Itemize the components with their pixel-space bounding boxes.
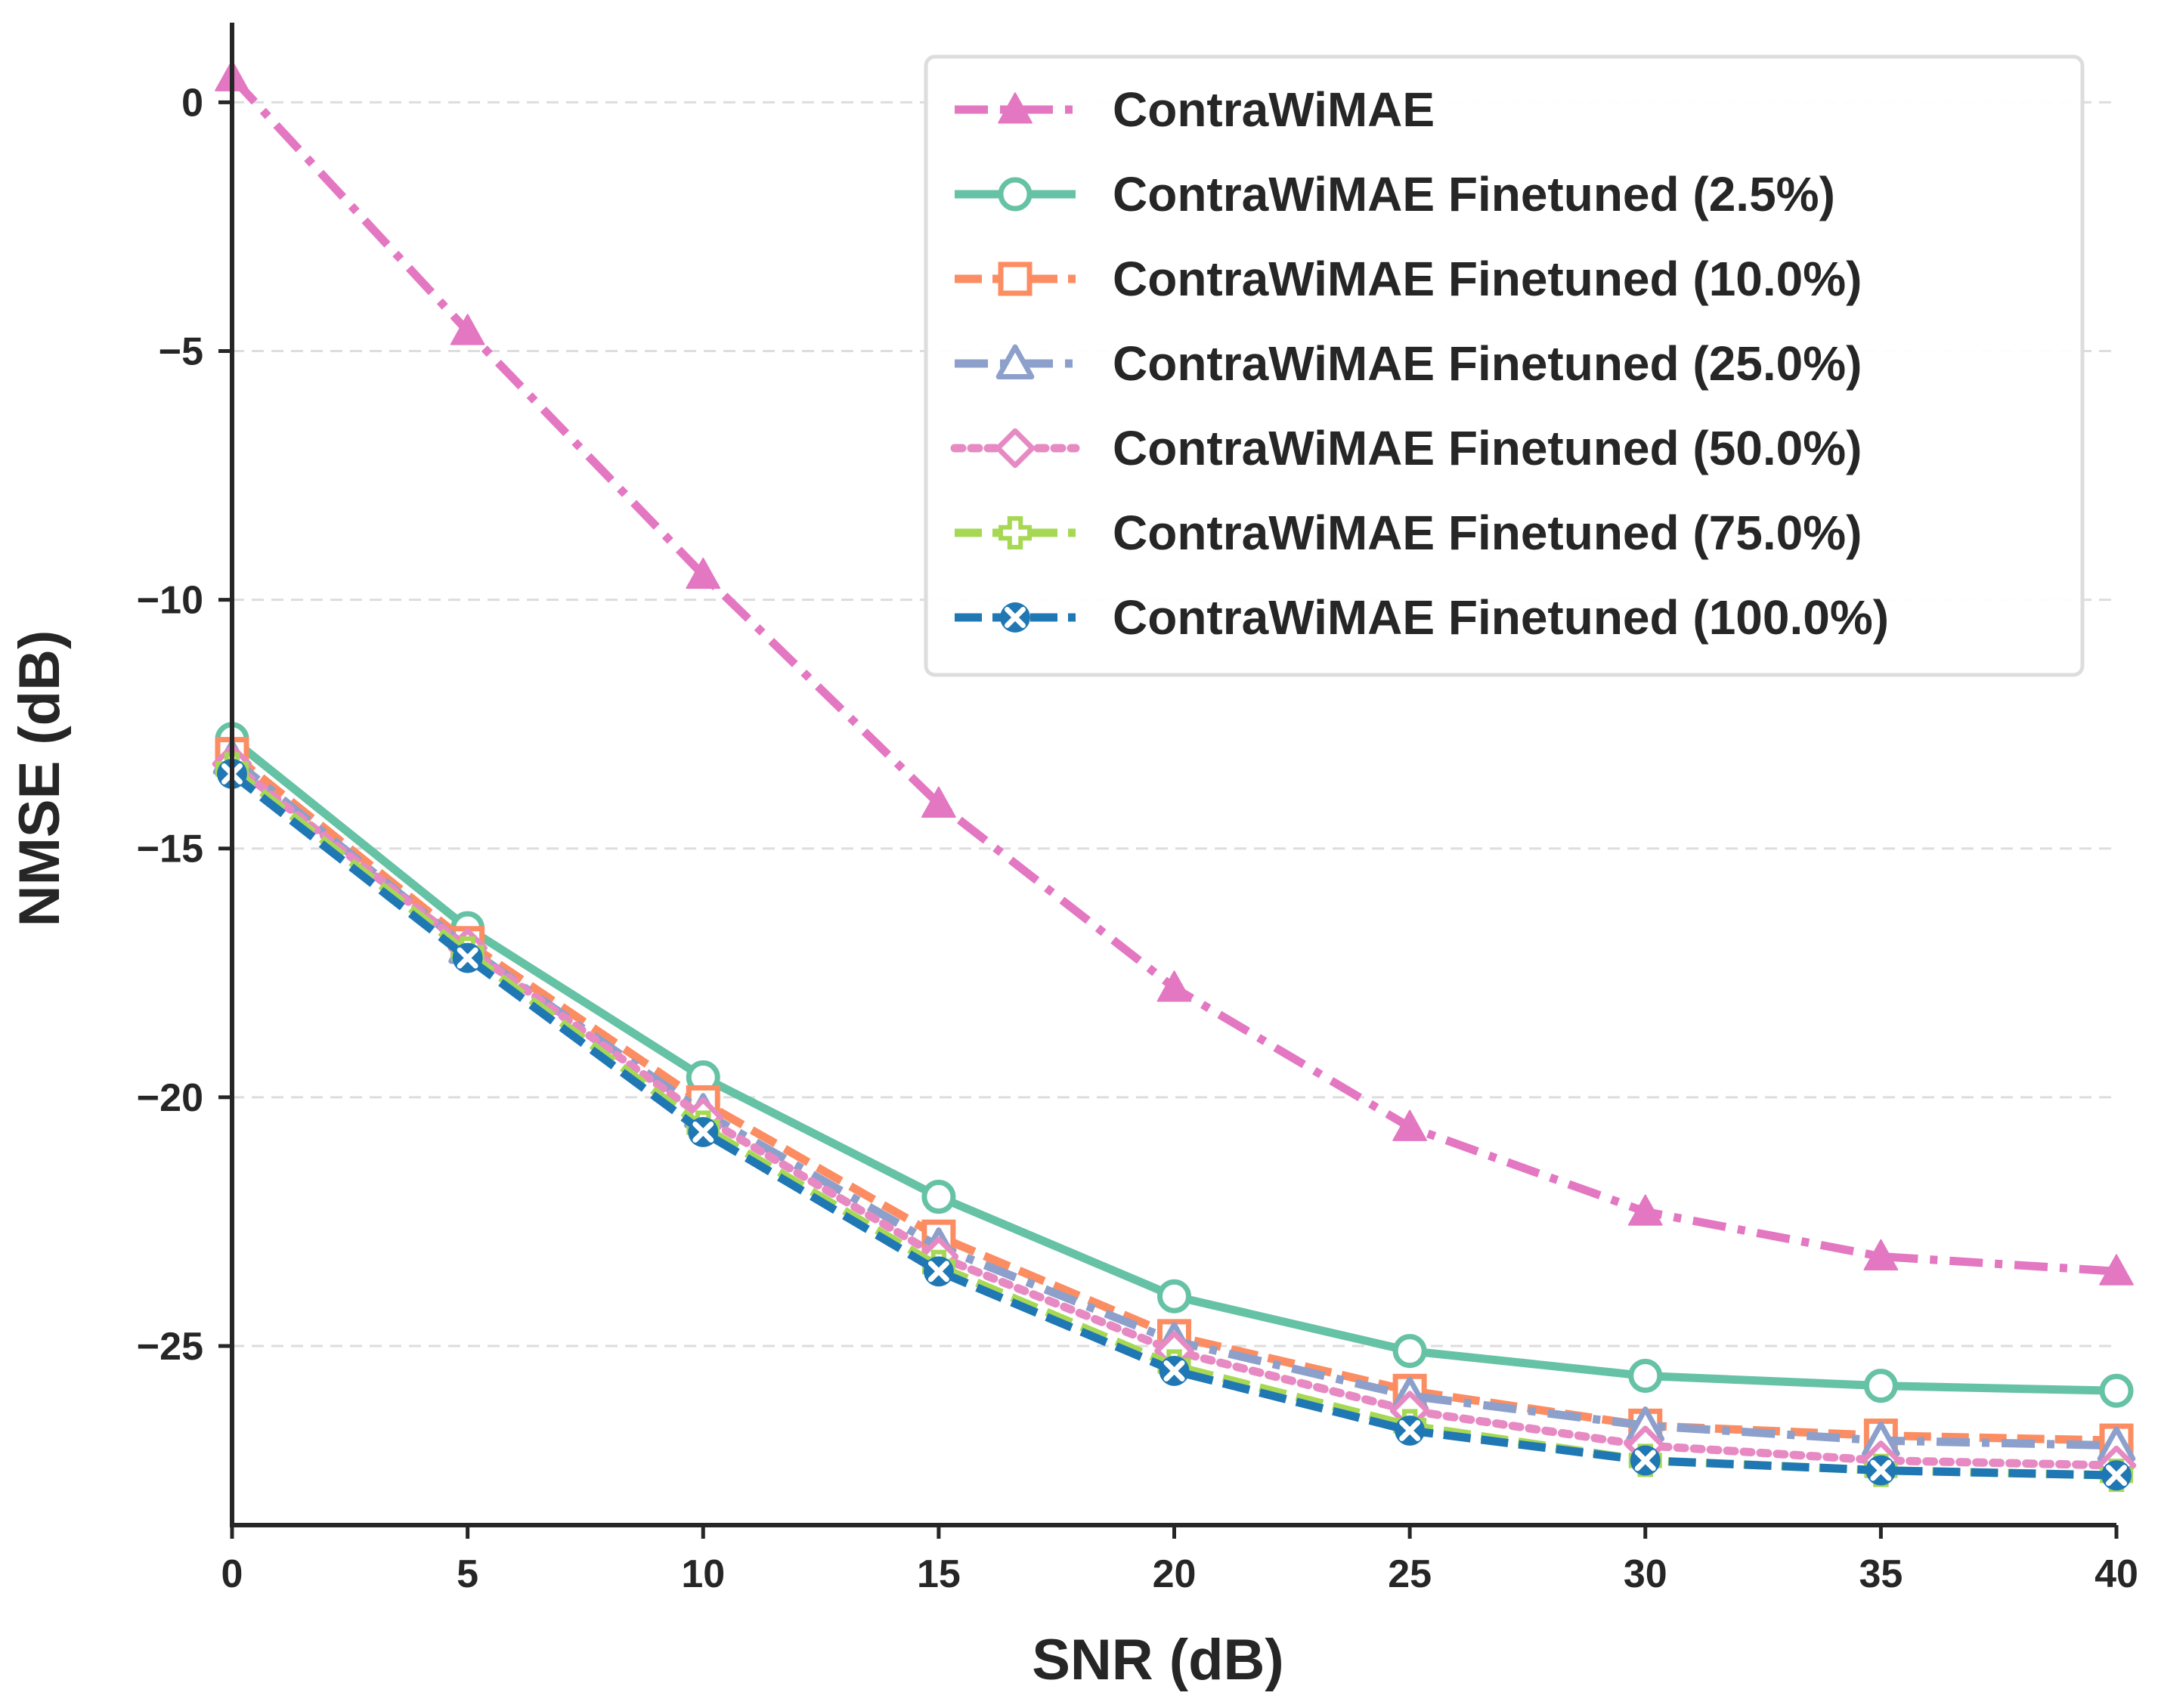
- legend-label-6: ContraWiMAE Finetuned (100.0%): [1113, 590, 1889, 645]
- legend-label-1: ContraWiMAE Finetuned (2.5%): [1113, 167, 1835, 221]
- series-1-point-6: [1628, 1359, 1663, 1394]
- series-0-point-7: [1863, 1239, 1899, 1271]
- legend-swatch-marker-6-cross-1: [1005, 607, 1026, 628]
- y-tick-label-5: −25: [137, 1325, 203, 1369]
- legend-swatch-marker-1: [998, 177, 1033, 212]
- series-6-point-4: [1159, 1355, 1190, 1386]
- x-tick-label-2: 10: [681, 1552, 725, 1596]
- x-tick-label-6: 30: [1624, 1552, 1667, 1596]
- y-tick-label-0: 0: [181, 81, 203, 125]
- series-0-point-1: [450, 314, 485, 345]
- series-6-point-5-cross-1: [1399, 1419, 1421, 1441]
- series-6-point-6: [1630, 1445, 1661, 1476]
- x-tick-label-1: 5: [457, 1552, 478, 1596]
- series-1-point-8: [2099, 1373, 2134, 1408]
- series-0-point-4: [1156, 970, 1192, 1002]
- legend-swatch-marker-4: [995, 428, 1036, 469]
- series-1-point-3: [921, 1180, 956, 1214]
- series-0-point-5: [1392, 1109, 1427, 1141]
- x-tick-label-3: 15: [917, 1552, 961, 1596]
- legend-frame: [924, 54, 2085, 677]
- series-6-point-8-cross-1: [2106, 1465, 2127, 1487]
- y-tick-label-3: −15: [137, 828, 203, 871]
- x-tick-label-8: 40: [2095, 1552, 2138, 1596]
- legend-swatch-marker-6: [1000, 602, 1030, 633]
- x-tick-label-0: 0: [221, 1552, 243, 1596]
- series-0-point-8: [2099, 1254, 2134, 1286]
- series-0: [215, 60, 2134, 1286]
- legend-entry-2: ContraWiMAE Finetuned (10.0%): [955, 252, 1862, 306]
- x-tick-label-7: 35: [1859, 1552, 1903, 1596]
- series-1-point-5: [1392, 1334, 1427, 1369]
- series-6-point-1: [452, 942, 483, 973]
- series-1-point-7: [1863, 1369, 1898, 1403]
- legend-swatch-marker-3: [995, 344, 1035, 379]
- legend-entry-5: ContraWiMAE Finetuned (75.0%): [955, 506, 1862, 560]
- legend: ContraWiMAE ContraWiMAE Finetuned (2.5%) C…: [924, 54, 2085, 677]
- series-6-point-8: [2101, 1460, 2132, 1491]
- series-0-point-3: [921, 786, 956, 818]
- y-tick-label-2: −10: [137, 579, 203, 623]
- tick-labels: 0 5 10 15 20 25 30 35 40 0 −5 −10 −15 −20 −25: [137, 81, 2138, 1596]
- legend-swatch-marker-0: [998, 92, 1033, 124]
- x-axis-label: SNR (dB): [1032, 1628, 1284, 1692]
- legend-entry-0: ContraWiMAE: [955, 82, 1435, 137]
- y-tick-label-1: −5: [159, 330, 203, 373]
- legend-swatch-marker-2: [998, 261, 1033, 296]
- series-6-point-4-cross-1: [1163, 1360, 1185, 1382]
- legend-label-4: ContraWiMAE Finetuned (50.0%): [1113, 421, 1862, 475]
- series-1-point-4: [1157, 1279, 1191, 1313]
- series-6-point-1-cross-1: [457, 947, 478, 969]
- legend-entry-3: ContraWiMAE Finetuned (25.0%): [955, 336, 1862, 391]
- legend-entry-4: ContraWiMAE Finetuned (50.0%): [950, 421, 1862, 475]
- legend-label-0: ContraWiMAE: [1113, 82, 1435, 137]
- series-6: [217, 759, 2132, 1491]
- y-tick-label-4: −20: [137, 1076, 203, 1120]
- series-6-point-3: [923, 1256, 954, 1287]
- legend-swatch-marker-5: [999, 516, 1032, 549]
- series-6-point-2-cross-1: [692, 1122, 714, 1143]
- series-6-point-5: [1395, 1415, 1426, 1446]
- series-0-point-6: [1627, 1194, 1663, 1226]
- legend-label-5: ContraWiMAE Finetuned (75.0%): [1113, 506, 1862, 560]
- x-tick-label-4: 20: [1153, 1552, 1197, 1596]
- series-0-point-2: [686, 557, 721, 589]
- legend-entry-6: ContraWiMAE Finetuned (100.0%): [955, 590, 1889, 645]
- series-6-point-2: [688, 1117, 719, 1147]
- legend-label-3: ContraWiMAE Finetuned (25.0%): [1113, 336, 1862, 391]
- y-axis-label: NMSE (dB): [8, 630, 72, 927]
- series-6-point-7-cross-1: [1870, 1459, 1892, 1481]
- series-layer: [212, 60, 2137, 1493]
- series-6-point-7: [1865, 1455, 1896, 1486]
- series-6-point-6-cross-1: [1634, 1450, 1656, 1471]
- legend-label-2: ContraWiMAE Finetuned (10.0%): [1113, 252, 1862, 306]
- series-6-point-3-cross-1: [927, 1261, 949, 1283]
- legend-entry-1: ContraWiMAE Finetuned (2.5%): [955, 167, 1835, 221]
- x-tick-label-5: 25: [1388, 1552, 1432, 1596]
